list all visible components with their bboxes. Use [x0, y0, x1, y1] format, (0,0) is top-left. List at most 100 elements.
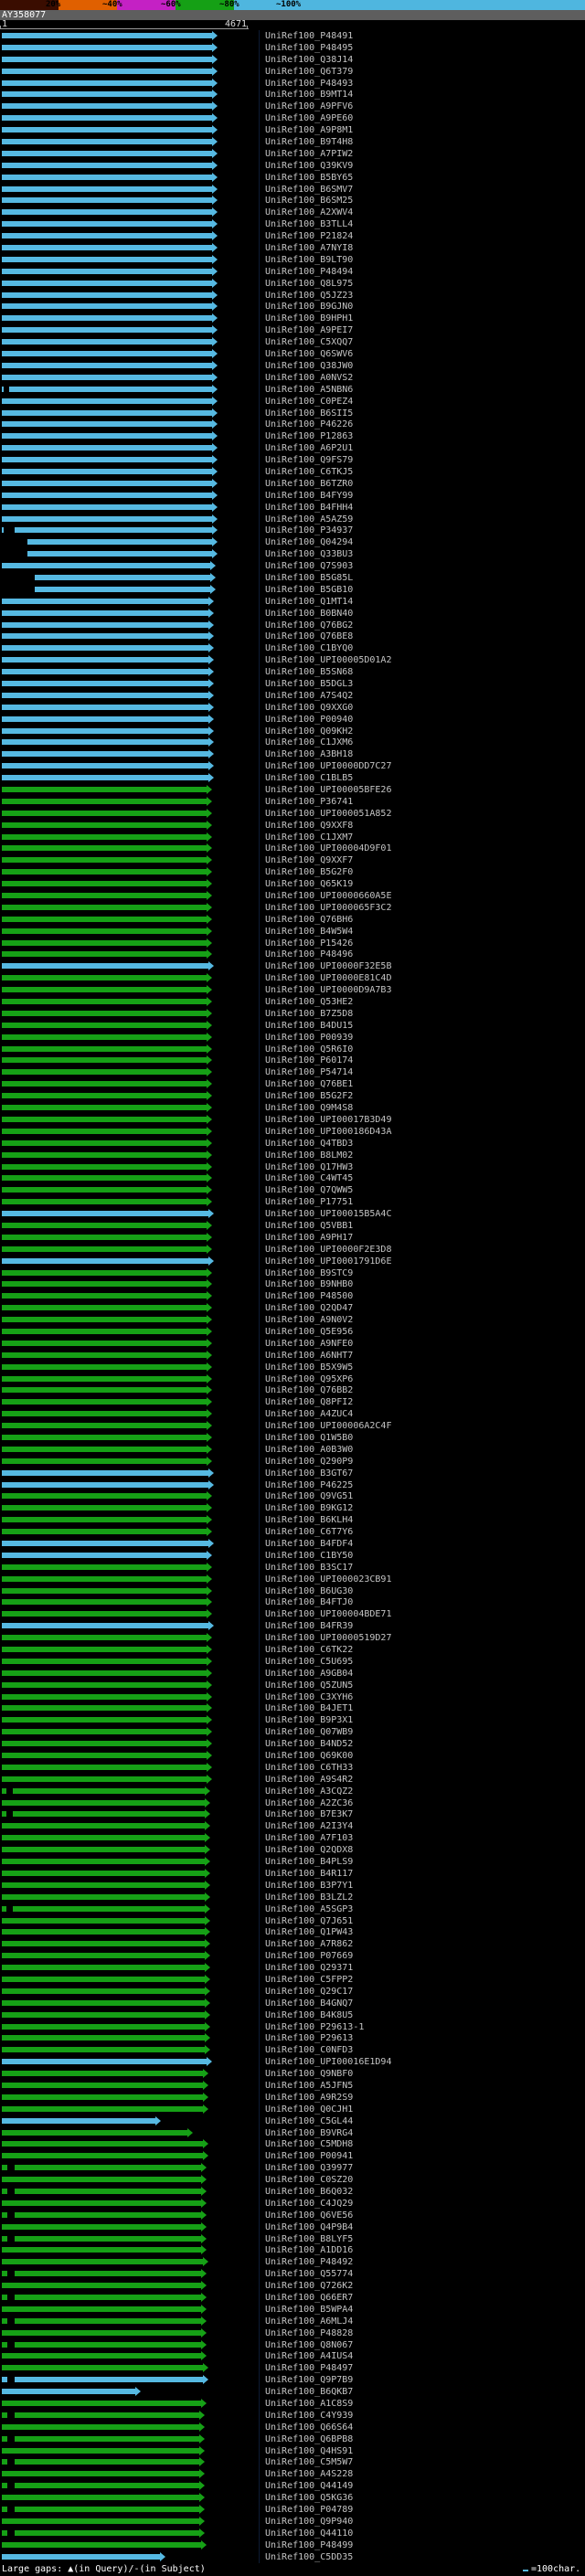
hit-bar[interactable] — [2, 1363, 207, 1370]
hit-bar[interactable] — [2, 2105, 203, 2112]
hit-label[interactable]: UniRef100_A4IUS4 — [265, 2351, 354, 2362]
hit-bar[interactable] — [2, 1564, 207, 1570]
hit-bar[interactable] — [2, 1034, 207, 1040]
hit-label[interactable]: UniRef100_B9NHB0 — [265, 1279, 354, 1290]
hit-label[interactable]: UniRef100_C4WT45 — [265, 1173, 354, 1184]
hit-bar[interactable] — [2, 2495, 199, 2501]
hit-label[interactable]: UniRef100_A9GB04 — [265, 1668, 354, 1679]
hit-bar[interactable] — [2, 857, 207, 864]
hit-label[interactable]: UniRef100_UPI00005BFE26 — [265, 785, 392, 795]
hit-bar[interactable] — [2, 2211, 7, 2218]
hit-bar[interactable] — [2, 2011, 205, 2018]
hit-bar[interactable] — [2, 245, 212, 251]
hit-label[interactable]: UniRef100_Q29371 — [265, 1963, 354, 1974]
hit-bar[interactable] — [2, 1988, 205, 1994]
hit-bar[interactable] — [2, 963, 208, 970]
hit-bar[interactable] — [2, 2177, 201, 2183]
hit-label[interactable]: UniRef100_B9P3X1 — [265, 1715, 354, 1726]
hit-label[interactable]: UniRef100_Q9P7B9 — [265, 2375, 354, 2386]
hit-label[interactable]: UniRef100_C4Y939 — [265, 2410, 354, 2421]
hit-label[interactable]: UniRef100_B3TLL4 — [265, 219, 354, 230]
hit-bar[interactable] — [2, 327, 212, 334]
hit-label[interactable]: UniRef100_B4R117 — [265, 1868, 354, 1879]
hit-bar[interactable] — [2, 610, 208, 616]
hit-label[interactable]: UniRef100_C4JQ29 — [265, 2198, 354, 2209]
hit-label[interactable]: UniRef100_A9P8M1 — [265, 125, 354, 136]
hit-label[interactable]: UniRef100_B5G85L — [265, 572, 354, 583]
hit-bar[interactable] — [2, 775, 208, 781]
hit-label[interactable]: UniRef100_A6MLJ4 — [265, 2316, 354, 2327]
hit-label[interactable]: UniRef100_P21824 — [265, 231, 354, 242]
hit-label[interactable]: UniRef100_B4GNQ7 — [265, 1998, 354, 2009]
hit-label[interactable]: UniRef100_Q8PFI2 — [265, 1397, 354, 1408]
hit-bar[interactable] — [2, 386, 212, 392]
hit-bar[interactable] — [2, 2023, 205, 2030]
hit-label[interactable]: UniRef100_Q5KG36 — [265, 2493, 354, 2504]
hit-bar[interactable] — [2, 1187, 207, 1193]
hit-bar[interactable] — [2, 716, 208, 722]
hit-bar[interactable] — [2, 433, 212, 440]
hit-bar[interactable] — [2, 2317, 7, 2324]
hit-bar[interactable] — [2, 2223, 201, 2230]
hit-label[interactable]: UniRef100_B6KLH4 — [265, 1515, 354, 1526]
hit-label[interactable]: UniRef100_C0SZ20 — [265, 2175, 354, 2186]
hit-label[interactable]: UniRef100_B9MT14 — [265, 90, 354, 101]
hit-label[interactable]: UniRef100_P34937 — [265, 525, 354, 536]
hit-bar[interactable] — [2, 256, 212, 262]
hit-label[interactable]: UniRef100_B6Q032 — [265, 2186, 354, 2197]
hit-bar[interactable] — [2, 1458, 207, 1464]
hit-label[interactable]: UniRef100_Q726K2 — [265, 2281, 354, 2292]
hit-label[interactable]: UniRef100_B5DGL3 — [265, 678, 354, 689]
hit-label[interactable]: UniRef100_A3BH18 — [265, 749, 354, 760]
hit-label[interactable]: UniRef100_B5G2F2 — [265, 1091, 354, 1102]
hit-bar[interactable] — [2, 2059, 207, 2065]
hit-label[interactable]: UniRef100_Q0CJH1 — [265, 2104, 354, 2115]
hit-label[interactable]: UniRef100_Q8L975 — [265, 278, 354, 289]
hit-bar[interactable] — [2, 1151, 207, 1158]
hit-bar[interactable] — [2, 1269, 207, 1276]
hit-bar[interactable] — [2, 2329, 201, 2336]
hit-bar[interactable] — [2, 669, 208, 675]
hit-bar[interactable] — [2, 1517, 207, 1523]
hit-bar[interactable] — [13, 1811, 205, 1818]
hit-label[interactable]: UniRef100_UPI000065F3C2 — [265, 902, 392, 913]
hit-label[interactable]: UniRef100_A1C8S9 — [265, 2399, 354, 2410]
hit-label[interactable]: UniRef100_B4FY99 — [265, 490, 354, 501]
hit-bar[interactable] — [2, 80, 212, 86]
hit-label[interactable]: UniRef100_A5AZ59 — [265, 514, 354, 525]
hit-label[interactable]: UniRef100_Q1MT14 — [265, 596, 354, 607]
hit-label[interactable]: UniRef100_A4ZUC4 — [265, 1409, 354, 1420]
hit-label[interactable]: UniRef100_B4FTJ0 — [265, 1597, 354, 1608]
hit-label[interactable]: UniRef100_P00940 — [265, 714, 354, 725]
hit-bar[interactable] — [2, 1611, 207, 1617]
hit-bar[interactable] — [2, 987, 207, 993]
hit-label[interactable]: UniRef100_A2XWV4 — [265, 207, 354, 218]
hit-label[interactable]: UniRef100_B4FHH4 — [265, 502, 354, 513]
hit-bar[interactable] — [2, 362, 212, 368]
hit-label[interactable]: UniRef100_A9N0V2 — [265, 1315, 354, 1326]
hit-label[interactable]: UniRef100_B5BY65 — [265, 172, 354, 183]
hit-bar[interactable] — [2, 2365, 203, 2371]
hit-label[interactable]: UniRef100_Q38JW0 — [265, 360, 354, 371]
hit-bar[interactable] — [2, 115, 212, 122]
hit-bar[interactable] — [2, 1741, 207, 1747]
hit-bar[interactable] — [15, 2377, 203, 2383]
hit-bar[interactable] — [2, 1199, 207, 1205]
hit-label[interactable]: UniRef100_A7S4Q2 — [265, 690, 354, 701]
hit-label[interactable]: UniRef100_A7R862 — [265, 1939, 354, 1950]
hit-bar[interactable] — [2, 1246, 207, 1252]
hit-bar[interactable] — [15, 2435, 199, 2442]
hit-bar[interactable] — [2, 1552, 207, 1558]
hit-label[interactable]: UniRef100_B8LM02 — [265, 1150, 354, 1161]
hit-label[interactable]: UniRef100_C5M5W7 — [265, 2457, 354, 2468]
hit-bar[interactable] — [2, 44, 212, 50]
hit-label[interactable]: UniRef100_B4PLS9 — [265, 1857, 354, 1868]
hit-label[interactable]: UniRef100_C6TH33 — [265, 1762, 354, 1773]
hit-label[interactable]: UniRef100_A5SGP3 — [265, 1903, 354, 1914]
hit-bar[interactable] — [2, 409, 212, 416]
hit-label[interactable]: UniRef100_B7Z5D8 — [265, 1008, 354, 1019]
hit-bar[interactable] — [2, 751, 208, 758]
hit-bar[interactable] — [2, 374, 212, 380]
hit-bar[interactable] — [2, 1257, 208, 1264]
hit-bar[interactable] — [2, 91, 212, 98]
